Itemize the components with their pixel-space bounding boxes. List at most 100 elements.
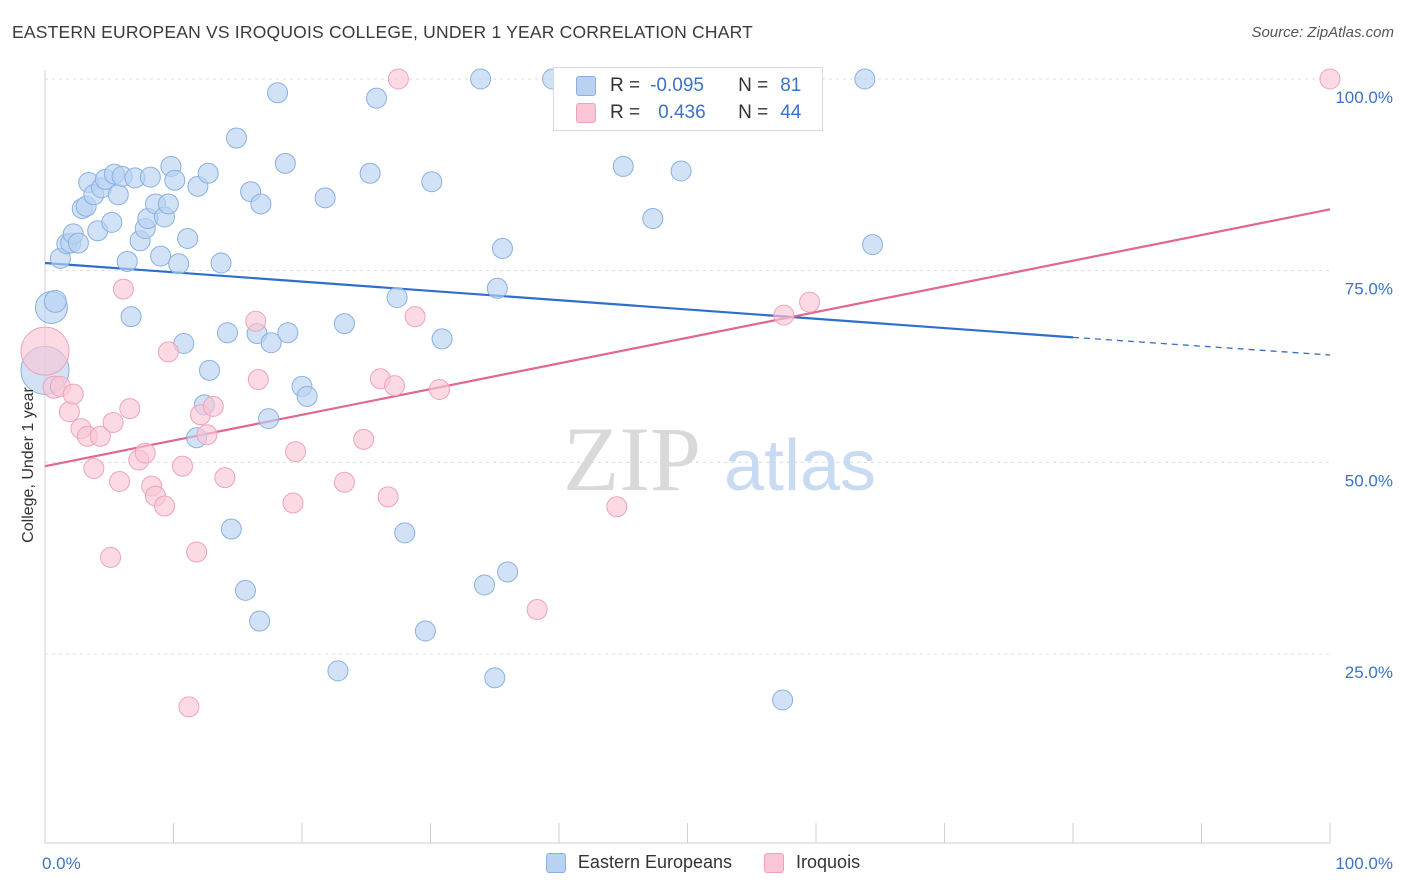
point-iroquois	[202, 395, 224, 417]
point-eastern	[258, 408, 280, 430]
point-eastern	[386, 287, 408, 308]
point-eastern	[642, 208, 664, 230]
point-eastern	[772, 689, 794, 711]
point-eastern	[366, 87, 388, 109]
point-eastern	[314, 187, 336, 209]
point-eastern	[431, 328, 453, 350]
point-iroquois	[384, 375, 406, 397]
point-eastern	[150, 245, 172, 267]
watermark-zip: ZIP	[563, 408, 701, 510]
legend-swatch-iroquois	[764, 852, 785, 873]
point-eastern	[274, 152, 296, 174]
point-eastern	[67, 232, 89, 254]
point-eastern	[359, 162, 381, 184]
point-iroquois	[186, 541, 208, 563]
legend-item-eastern: Eastern Europeans	[545, 852, 733, 873]
legend-label-eastern: Eastern Europeans	[577, 852, 733, 872]
point-iroquois	[799, 291, 821, 313]
point-iroquois	[214, 467, 236, 489]
point-eastern	[234, 579, 256, 601]
point-eastern	[497, 561, 519, 583]
point-eastern	[157, 193, 179, 215]
legend-label-iroquois: Iroquois	[796, 852, 861, 872]
point-eastern	[168, 253, 190, 275]
point-eastern	[267, 82, 289, 104]
point-iroquois	[89, 425, 111, 447]
point-iroquois	[773, 304, 795, 326]
y-axis-label: College, Under 1 year	[20, 387, 37, 543]
point-eastern	[491, 237, 513, 259]
point-eastern	[250, 193, 272, 215]
point-eastern	[220, 518, 242, 540]
axes	[44, 70, 1331, 844]
point-iroquois	[134, 442, 156, 464]
eastern-r-value: -0.095	[650, 75, 704, 96]
point-iroquois	[428, 379, 450, 400]
eastern-n-label: N =	[738, 75, 769, 96]
point-eastern	[198, 359, 220, 381]
point-eastern	[486, 277, 508, 299]
trend-line-extension-eastern	[1072, 336, 1331, 356]
point-eastern	[177, 227, 199, 249]
eastern-r-label: R =	[610, 75, 641, 96]
point-iroquois	[387, 68, 409, 90]
point-iroquois	[83, 457, 105, 479]
point-eastern	[327, 660, 349, 682]
legend-item-iroquois: Iroquois	[764, 852, 860, 873]
point-eastern	[421, 171, 443, 193]
point-iroquois	[62, 383, 84, 405]
point-eastern	[225, 127, 247, 149]
y-tick-label: 100.0%	[1335, 88, 1393, 107]
point-eastern	[277, 322, 299, 344]
point-eastern	[260, 332, 282, 354]
series-legend: Eastern Europeans Iroquois	[0, 852, 1406, 873]
point-eastern	[296, 385, 318, 407]
point-iroquois	[526, 599, 548, 621]
point-iroquois	[606, 496, 628, 518]
iroquois-n-value: 44	[780, 102, 802, 123]
x-tick-label-min: 0.0%	[42, 854, 81, 873]
point-eastern	[216, 322, 238, 344]
point-eastern	[139, 166, 161, 188]
stats-row-iroquois: R = 0.436 N = 44	[576, 100, 801, 126]
iroquois-swatch	[576, 103, 596, 123]
point-eastern	[249, 610, 271, 632]
iroquois-r-value: 0.436	[658, 102, 706, 123]
data-points	[20, 68, 1341, 718]
point-eastern	[210, 252, 232, 274]
point-eastern	[333, 313, 355, 335]
point-iroquois	[20, 326, 70, 376]
point-eastern	[164, 169, 186, 191]
tick-labels: 25.0% 50.0% 75.0% 100.0% 0.0% 100.0%	[42, 88, 1393, 873]
point-iroquois	[171, 455, 193, 477]
trend-lines	[44, 208, 1331, 468]
point-iroquois	[285, 441, 307, 463]
trend-line-eastern	[44, 261, 1074, 339]
point-eastern	[414, 620, 436, 642]
point-eastern	[470, 68, 492, 90]
point-iroquois	[100, 546, 122, 568]
point-eastern	[484, 667, 506, 689]
point-iroquois	[404, 306, 426, 328]
point-eastern	[120, 306, 142, 328]
watermark-atlas: atlas	[724, 426, 876, 506]
chart-title: EASTERN EUROPEAN VS IROQUOIS COLLEGE, UN…	[12, 22, 753, 42]
point-iroquois	[245, 310, 267, 332]
point-eastern	[394, 522, 416, 544]
point-iroquois	[282, 492, 304, 514]
source-label: Source: ZipAtlas.com	[1251, 24, 1394, 41]
point-eastern	[107, 184, 129, 206]
point-eastern	[197, 162, 219, 184]
point-iroquois	[377, 486, 399, 508]
point-iroquois	[196, 424, 218, 446]
point-iroquois	[353, 428, 375, 450]
point-eastern	[854, 68, 876, 90]
point-eastern	[670, 160, 692, 182]
point-iroquois	[58, 401, 80, 423]
iroquois-n-label: N =	[738, 102, 769, 123]
eastern-swatch	[576, 76, 596, 96]
point-iroquois	[1319, 68, 1341, 90]
x-tick-label-max: 100.0%	[1335, 854, 1393, 873]
stats-row-eastern: R = -0.095 N = 81	[576, 73, 801, 99]
